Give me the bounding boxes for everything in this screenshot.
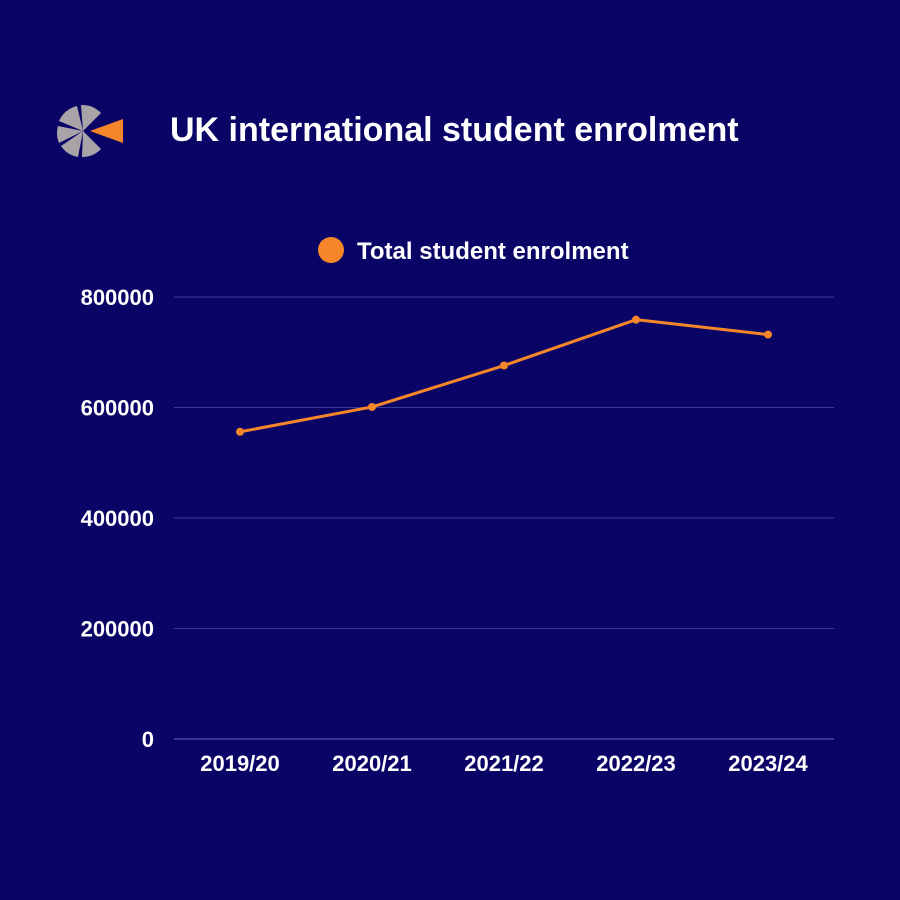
- x-tick-label: 2022/23: [596, 751, 676, 776]
- x-tick-label: 2020/21: [332, 751, 412, 776]
- data-point: [500, 361, 508, 370]
- data-point: [764, 330, 772, 339]
- legend-marker: [318, 237, 344, 263]
- y-tick-label: 400000: [81, 506, 154, 531]
- x-tick-label: 2021/22: [464, 751, 544, 776]
- series-layer: [236, 315, 772, 436]
- legend-label: Total student enrolment: [357, 238, 629, 265]
- series-line: [238, 318, 770, 434]
- y-tick-label: 0: [142, 727, 154, 752]
- y-tick-labels: 0 200000 400000 600000 800000: [81, 285, 154, 752]
- y-tick-label: 600000: [81, 396, 154, 421]
- x-tick-label: 2023/24: [728, 751, 808, 776]
- data-point: [236, 427, 244, 436]
- legend: Total student enrolment: [318, 237, 629, 265]
- pinwheel-logo-icon: [57, 104, 123, 158]
- data-point: [632, 315, 640, 324]
- y-tick-label: 200000: [81, 617, 154, 642]
- x-tick-labels: 2019/20 2020/21 2021/22 2022/23 2023/24: [200, 751, 808, 776]
- x-tick-label: 2019/20: [200, 751, 280, 776]
- y-tick-label: 800000: [81, 285, 154, 310]
- page-title: UK international student enrolment: [170, 111, 739, 149]
- data-point: [368, 402, 376, 411]
- grid-lines: [174, 296, 834, 740]
